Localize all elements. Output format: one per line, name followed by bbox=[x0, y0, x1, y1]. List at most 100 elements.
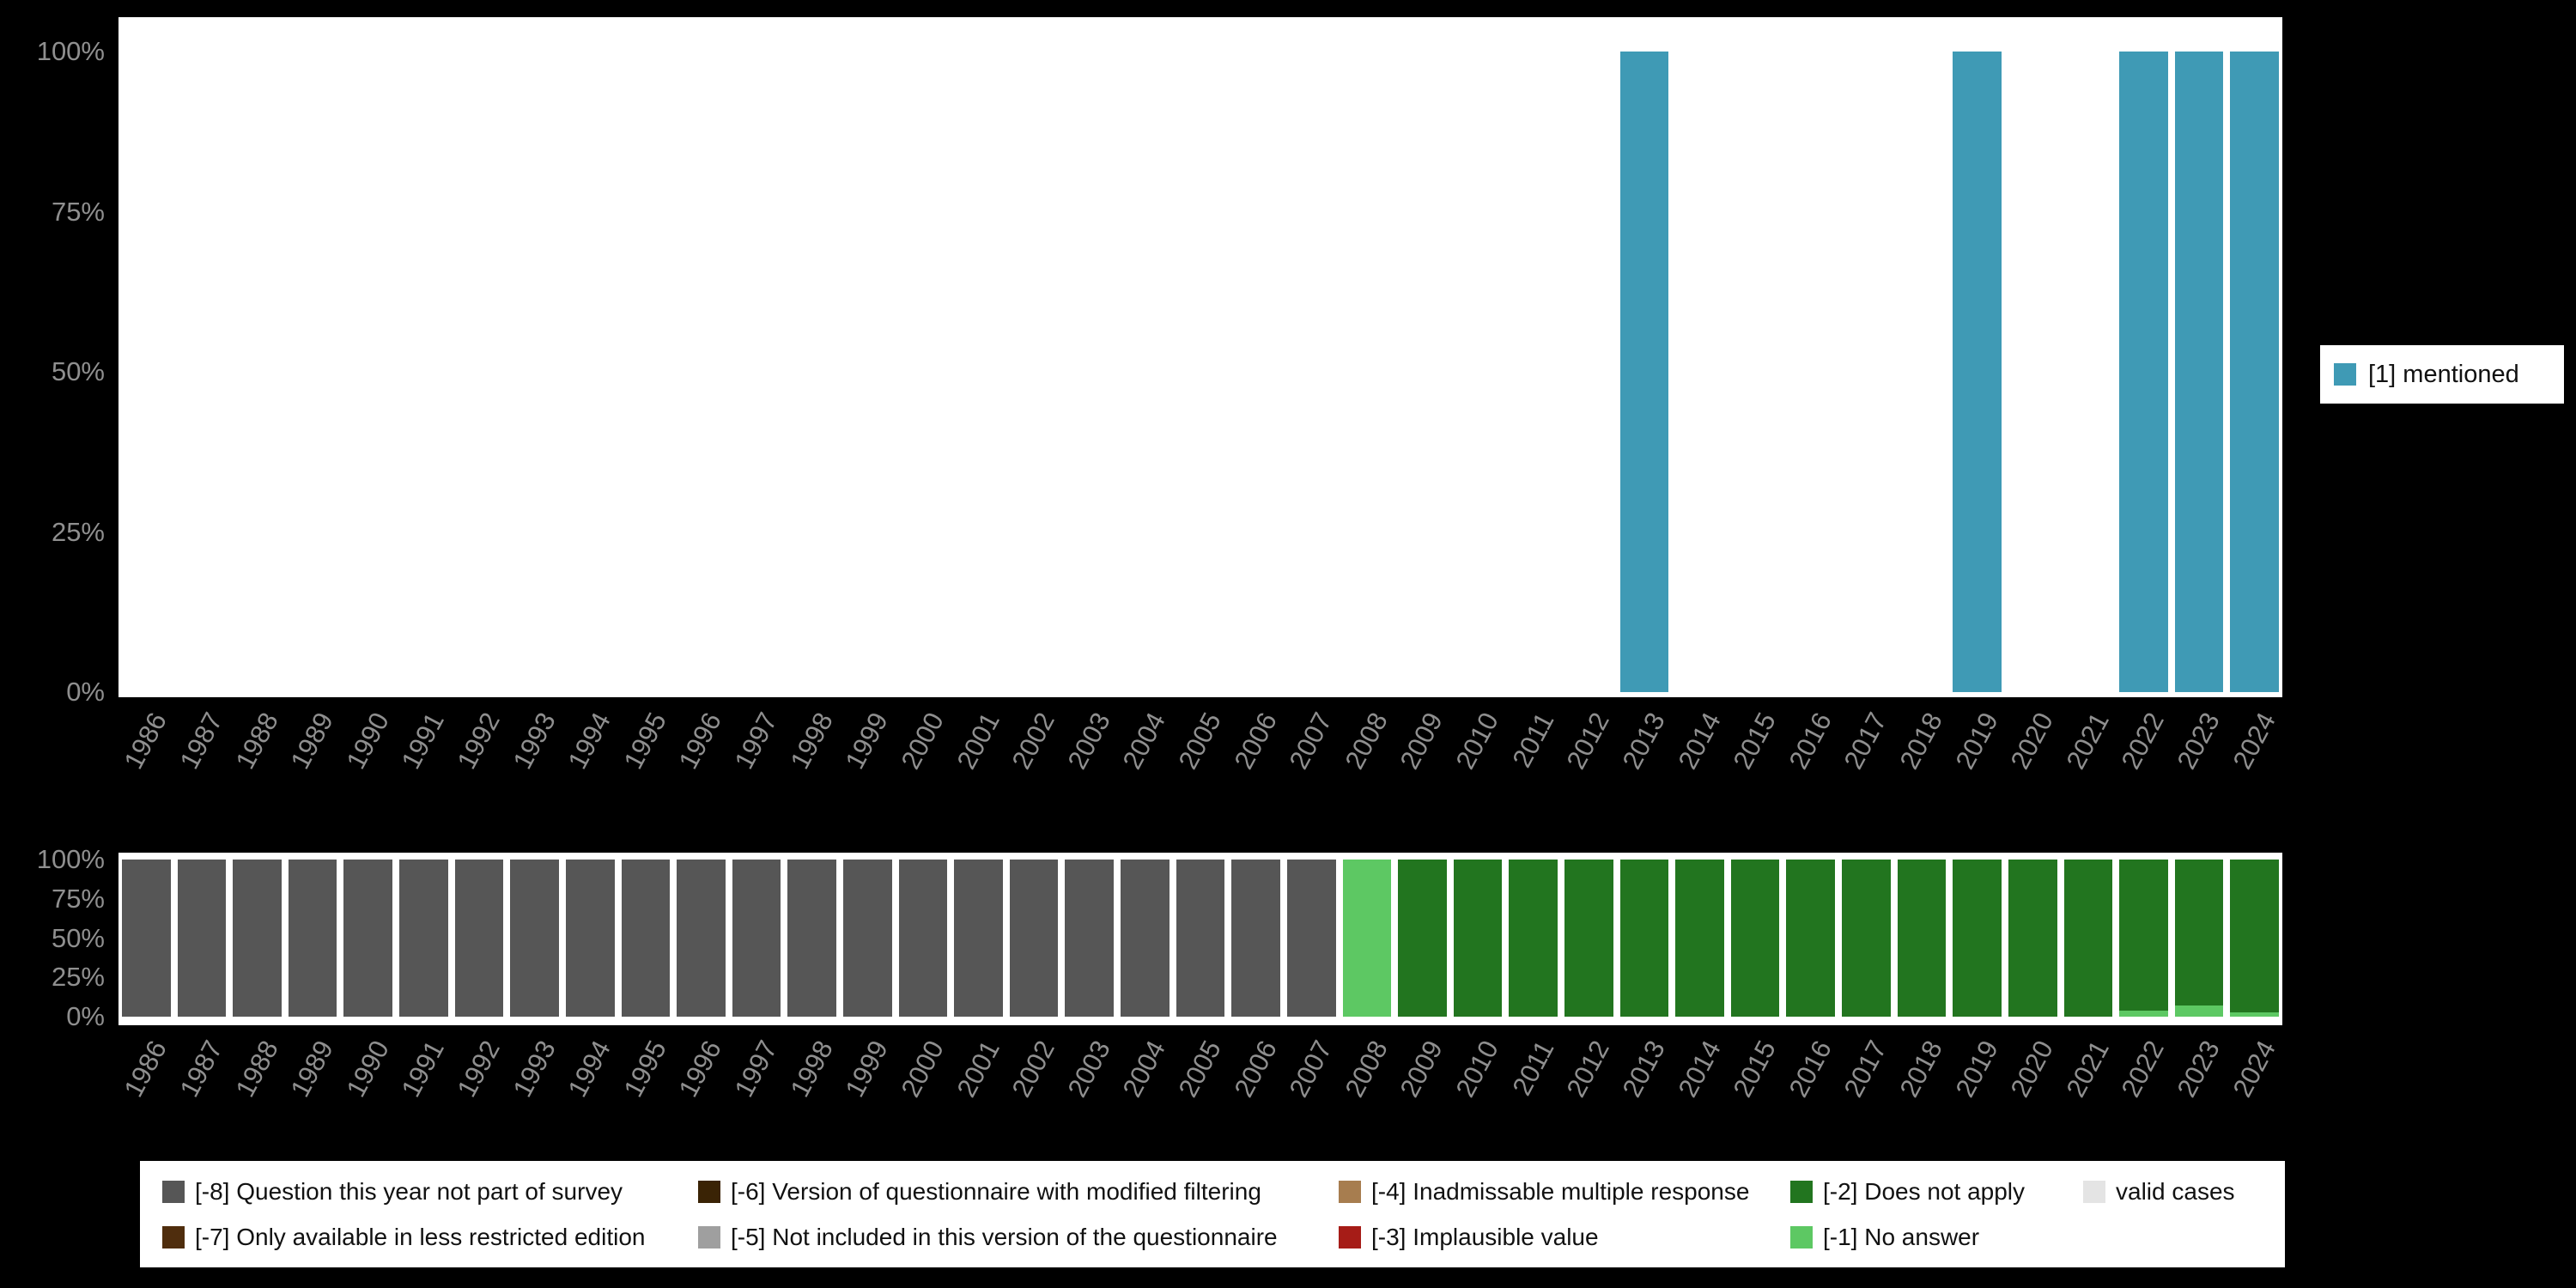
minus2-swatch bbox=[1790, 1180, 1813, 1203]
x-tick-label: 2015 bbox=[1727, 1036, 1783, 1103]
minus6-swatch bbox=[698, 1180, 720, 1203]
bar-1995-minus8 bbox=[621, 860, 671, 1017]
bar-2024-minus1 bbox=[2230, 1012, 2279, 1017]
legend-item-label: [-7] Only available in less restricted e… bbox=[195, 1223, 646, 1250]
x-tick-label: 2009 bbox=[1394, 708, 1449, 775]
x-tick-label: 2018 bbox=[1893, 1036, 1948, 1103]
x-tick-label: 1987 bbox=[173, 1036, 228, 1103]
x-tick-label: 2006 bbox=[1228, 708, 1283, 775]
bar-2019-minus2 bbox=[1953, 860, 2002, 1017]
valid-chart-y-axis: 0% 25% 50% 75% 100% bbox=[0, 17, 105, 707]
bar-1997-minus8 bbox=[732, 860, 781, 1017]
x-tick-label: 1986 bbox=[118, 708, 173, 775]
bar-2018-minus2 bbox=[1897, 860, 1947, 1017]
x-tick-label: 2022 bbox=[2116, 708, 2171, 775]
legend-item-label: [-2] Does not apply bbox=[1823, 1177, 2026, 1205]
y-tick-label: 100% bbox=[36, 36, 105, 66]
x-tick-label: 2003 bbox=[1061, 1036, 1116, 1103]
x-tick-label: 2005 bbox=[1172, 1036, 1227, 1103]
x-tick-label: 2016 bbox=[1783, 1036, 1838, 1103]
bar-2012-minus2 bbox=[1564, 860, 1613, 1017]
x-tick-label: 1998 bbox=[784, 1036, 839, 1103]
bar-1999-minus8 bbox=[843, 860, 892, 1017]
legend-item-minus4: [-4] Inadmissable multiple response bbox=[1339, 1178, 1790, 1206]
bar-2021-minus2 bbox=[2063, 860, 2113, 1017]
x-tick-label: 1994 bbox=[562, 708, 617, 775]
y-tick-label: 50% bbox=[51, 922, 105, 953]
x-tick-label: 1996 bbox=[673, 708, 728, 775]
minus4-swatch bbox=[1339, 1180, 1361, 1203]
bar-2023-minus2 bbox=[2174, 860, 2224, 1006]
x-tick-label: 2011 bbox=[1506, 1036, 1560, 1101]
bar-2010-minus2 bbox=[1453, 860, 1503, 1017]
legend-item-label: valid cases bbox=[2116, 1177, 2235, 1205]
bar-2019-mentioned bbox=[1953, 52, 2002, 692]
x-tick-label: 2010 bbox=[1449, 708, 1504, 775]
legend-item-label: [-5] Not included in this version of the… bbox=[731, 1223, 1278, 1250]
bar-1986-minus8 bbox=[122, 860, 171, 1017]
mentioned-label: [1] mentioned bbox=[2368, 360, 2519, 388]
x-tick-label: 2021 bbox=[2060, 708, 2115, 775]
bar-1996-minus8 bbox=[677, 860, 726, 1017]
legend-item-minus5: [-5] Not included in this version of the… bbox=[698, 1224, 1339, 1251]
x-tick-label: 2017 bbox=[1838, 1036, 1893, 1103]
bar-2024-mentioned bbox=[2230, 52, 2279, 692]
x-tick-label: 1999 bbox=[839, 708, 895, 775]
legend-item-minus7: [-7] Only available in less restricted e… bbox=[162, 1224, 698, 1251]
x-tick-label: 1990 bbox=[340, 708, 395, 775]
bar-2016-minus2 bbox=[1786, 860, 1836, 1017]
bar-1991-minus8 bbox=[399, 860, 448, 1017]
bar-2011-minus2 bbox=[1509, 860, 1558, 1017]
x-tick-label: 2002 bbox=[1005, 708, 1061, 775]
bar-1998-minus8 bbox=[787, 860, 836, 1017]
bar-2000-minus8 bbox=[898, 860, 948, 1017]
x-tick-label: 2007 bbox=[1283, 708, 1339, 775]
legend-item-valid: valid cases bbox=[2083, 1178, 2285, 1206]
x-tick-label: 2011 bbox=[1506, 708, 1560, 773]
x-tick-label: 1989 bbox=[284, 708, 340, 775]
bar-2023-mentioned bbox=[2174, 52, 2224, 692]
x-tick-label: 2014 bbox=[1672, 1036, 1727, 1103]
x-tick-label: 2002 bbox=[1005, 1036, 1061, 1103]
x-tick-label: 2020 bbox=[2004, 708, 2060, 775]
legend-item-minus2: [-2] Does not apply bbox=[1790, 1178, 2083, 1206]
bar-1988-minus8 bbox=[233, 860, 282, 1017]
legend-item-label: [-4] Inadmissable multiple response bbox=[1371, 1177, 1750, 1205]
minus5-swatch bbox=[698, 1225, 720, 1249]
x-tick-label: 1994 bbox=[562, 1036, 617, 1103]
missing-chart-x-axis: 1986 1987 1988 1989 1990 1991 1992 1993 1994 1995… bbox=[118, 1036, 2282, 1134]
bar-1989-minus8 bbox=[288, 860, 337, 1017]
x-tick-label: 1986 bbox=[118, 1036, 173, 1103]
bar-2003-minus8 bbox=[1065, 860, 1115, 1017]
x-tick-label: 1988 bbox=[229, 1036, 284, 1103]
x-tick-label: 2009 bbox=[1394, 1036, 1449, 1103]
x-tick-label: 1992 bbox=[451, 1036, 506, 1103]
x-tick-label: 1988 bbox=[229, 708, 284, 775]
bar-2008-minus1 bbox=[1342, 860, 1392, 1017]
bar-2001-minus8 bbox=[954, 860, 1003, 1017]
minus8-swatch bbox=[162, 1180, 185, 1203]
bar-2014-minus2 bbox=[1675, 860, 1724, 1017]
legend-row: [-7] Only available in less restricted e… bbox=[162, 1214, 2285, 1260]
mentioned-swatch bbox=[2334, 363, 2356, 386]
bar-2017-minus2 bbox=[1842, 860, 1891, 1017]
x-tick-label: 1991 bbox=[395, 1036, 451, 1103]
bar-2013-minus2 bbox=[1619, 860, 1669, 1017]
x-tick-label: 2018 bbox=[1893, 708, 1948, 775]
x-tick-label: 2012 bbox=[1560, 708, 1616, 775]
x-tick-label: 2000 bbox=[895, 708, 950, 775]
x-tick-label: 2019 bbox=[1949, 1036, 2004, 1103]
x-tick-label: 2008 bbox=[1339, 1036, 1394, 1103]
x-tick-label: 2008 bbox=[1339, 708, 1394, 775]
bar-1992-minus8 bbox=[454, 860, 504, 1017]
x-tick-label: 2013 bbox=[1616, 708, 1671, 775]
bar-1994-minus8 bbox=[565, 860, 615, 1017]
legend-item-label: [-8] Question this year not part of surv… bbox=[195, 1177, 623, 1205]
y-tick-label: 25% bbox=[51, 516, 105, 547]
minus7-swatch bbox=[162, 1225, 185, 1249]
bar-2022-mentioned bbox=[2119, 52, 2168, 692]
x-tick-label: 2003 bbox=[1061, 708, 1116, 775]
y-tick-label: 0% bbox=[66, 1001, 105, 1031]
y-tick-label: 50% bbox=[51, 356, 105, 386]
